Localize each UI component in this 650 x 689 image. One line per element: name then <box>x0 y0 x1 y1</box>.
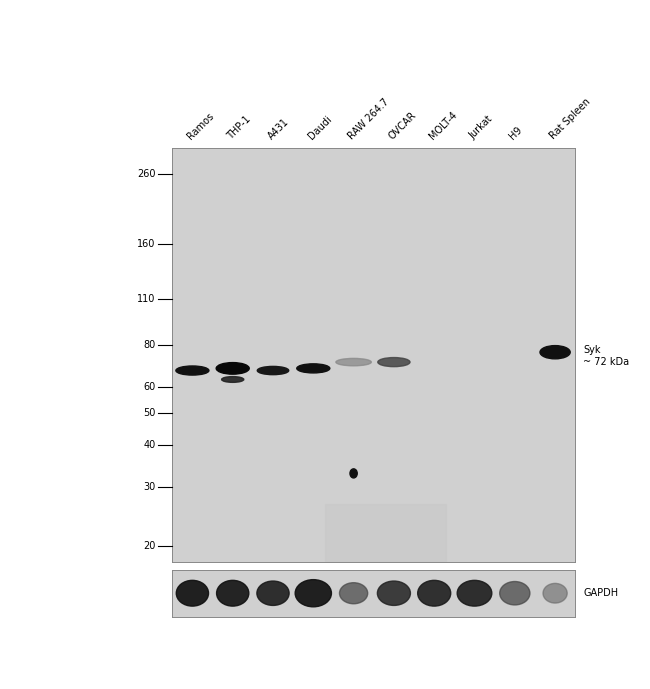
Text: 30: 30 <box>143 482 155 492</box>
Ellipse shape <box>216 580 249 606</box>
Ellipse shape <box>257 367 289 375</box>
Text: THP-1: THP-1 <box>226 114 253 141</box>
Ellipse shape <box>457 580 492 606</box>
Ellipse shape <box>418 580 450 606</box>
Text: 160: 160 <box>137 239 155 249</box>
Ellipse shape <box>540 346 570 359</box>
Text: Jurkat: Jurkat <box>467 114 495 141</box>
Text: 50: 50 <box>143 408 155 418</box>
Text: 20: 20 <box>143 541 155 551</box>
Ellipse shape <box>297 364 330 373</box>
Text: RAW 264.7: RAW 264.7 <box>346 96 391 141</box>
Ellipse shape <box>176 366 209 375</box>
Ellipse shape <box>176 580 209 606</box>
Text: 60: 60 <box>143 382 155 391</box>
Text: Ramos: Ramos <box>185 111 216 141</box>
Text: OVCAR: OVCAR <box>387 110 418 141</box>
Text: Syk
~ 72 kDa: Syk ~ 72 kDa <box>583 345 629 367</box>
Text: A431: A431 <box>266 116 291 141</box>
Ellipse shape <box>257 581 289 606</box>
Text: 260: 260 <box>137 169 155 178</box>
Text: MOLT-4: MOLT-4 <box>427 110 459 141</box>
Ellipse shape <box>339 583 368 604</box>
Text: 40: 40 <box>143 440 155 451</box>
Ellipse shape <box>378 358 410 367</box>
Ellipse shape <box>350 469 358 478</box>
Bar <box>326 504 447 562</box>
Ellipse shape <box>500 582 530 605</box>
Ellipse shape <box>543 584 567 603</box>
Ellipse shape <box>336 358 371 366</box>
Ellipse shape <box>216 362 249 374</box>
Ellipse shape <box>378 581 410 606</box>
Text: Daudi: Daudi <box>306 114 333 141</box>
Text: Rat Spleen: Rat Spleen <box>548 96 593 141</box>
Ellipse shape <box>295 579 332 607</box>
Text: H9: H9 <box>508 125 525 141</box>
Ellipse shape <box>222 377 244 382</box>
Text: 110: 110 <box>137 294 155 304</box>
Text: GAPDH: GAPDH <box>583 588 618 598</box>
Text: 80: 80 <box>143 340 155 350</box>
